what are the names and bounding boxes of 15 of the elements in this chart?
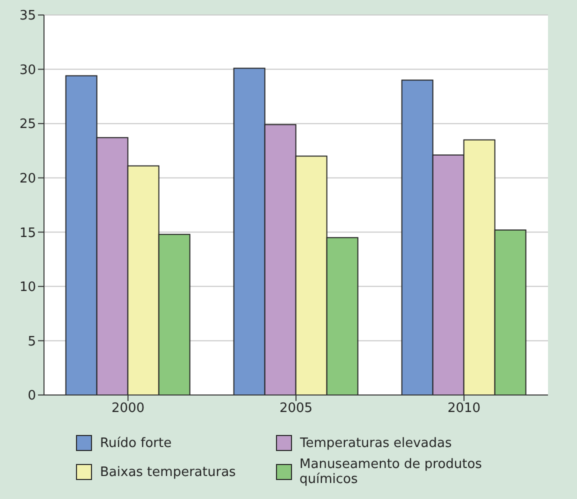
- x-tick-label: 2010: [447, 401, 481, 416]
- y-tick-label: 25: [19, 117, 36, 132]
- legend-label: Ruído forte: [100, 436, 172, 450]
- y-tick-label: 20: [19, 171, 36, 186]
- legend-label: Manuseamento de produtos químicos: [300, 457, 483, 487]
- x-tick-label: 2005: [279, 401, 313, 416]
- y-tick-label: 30: [19, 62, 36, 78]
- y-tick-label: 15: [19, 226, 36, 241]
- y-tick-label: 35: [19, 8, 36, 24]
- y-tick-label: 5: [28, 334, 36, 350]
- y-tick-label: 10: [19, 280, 36, 296]
- legend-label: Baixas temperaturas: [100, 464, 236, 480]
- legend-label: Temperaturas elevadas: [300, 436, 452, 450]
- y-tick-label: 0: [28, 388, 36, 404]
- x-tick-label: 2000: [111, 401, 145, 416]
